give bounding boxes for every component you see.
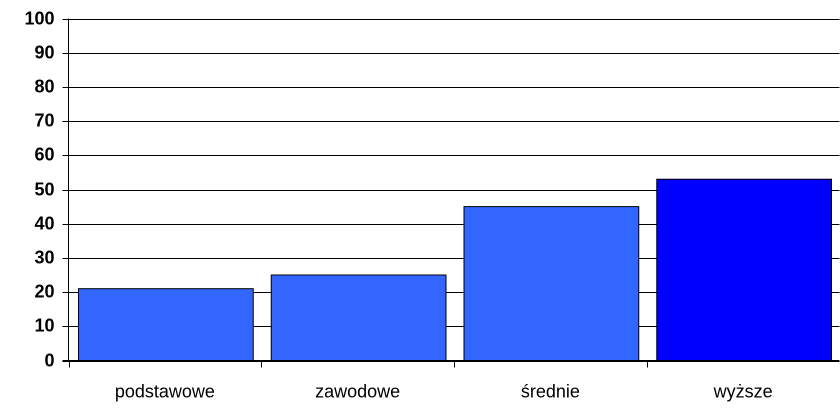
y-tick-label: 90: [34, 42, 54, 62]
y-tick-label: 50: [34, 179, 54, 199]
y-tick-label: 70: [34, 110, 54, 130]
y-tick-label: 80: [34, 76, 54, 96]
x-tick-label: wyższe: [713, 381, 773, 401]
bar: [270, 274, 447, 361]
y-tick-label: 40: [34, 213, 54, 233]
x-tick-label: zawodowe: [315, 381, 400, 401]
y-tick-label: 20: [34, 281, 54, 301]
y-tick-label: 100: [24, 8, 54, 28]
x-tick-label: średnie: [521, 381, 580, 401]
y-tick-label: 10: [34, 315, 54, 335]
y-tick-label: 60: [34, 144, 54, 164]
bar: [463, 206, 640, 361]
bar: [78, 288, 254, 361]
bar: [656, 178, 832, 361]
y-tick-label: 30: [34, 247, 54, 267]
y-tick-label: 0: [44, 350, 54, 370]
x-tick-label: podstawowe: [115, 381, 215, 401]
